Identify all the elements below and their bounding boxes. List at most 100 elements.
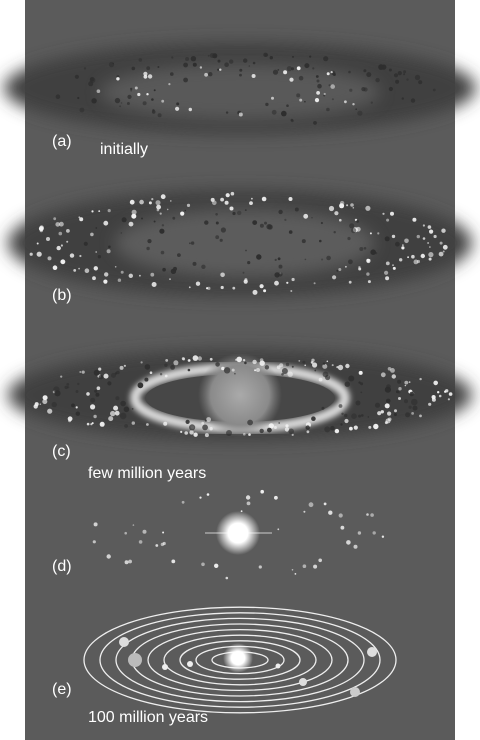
particle xyxy=(410,392,415,397)
particle xyxy=(120,366,124,370)
particle xyxy=(299,76,304,81)
particle xyxy=(449,392,453,396)
particle xyxy=(286,282,288,284)
planet xyxy=(187,661,193,667)
particle xyxy=(76,406,78,408)
particle xyxy=(347,237,350,240)
particle xyxy=(189,424,195,430)
particle xyxy=(182,358,185,361)
particle xyxy=(360,382,363,385)
particle xyxy=(314,282,316,284)
particle xyxy=(359,247,363,251)
particle xyxy=(121,102,123,104)
particle xyxy=(274,281,279,286)
particle xyxy=(220,273,225,278)
particle xyxy=(326,256,331,261)
particle xyxy=(282,368,288,374)
particle xyxy=(368,416,370,418)
particle xyxy=(402,97,404,99)
particle xyxy=(232,212,235,215)
particle xyxy=(349,427,353,431)
particle xyxy=(404,239,409,244)
particle xyxy=(165,375,168,378)
particle xyxy=(432,398,436,402)
particle xyxy=(98,368,101,371)
particle xyxy=(103,280,107,284)
particle xyxy=(193,433,197,437)
planet xyxy=(367,647,377,657)
particle xyxy=(224,62,229,67)
particle xyxy=(352,103,354,105)
particle xyxy=(170,200,172,202)
particle xyxy=(411,255,415,259)
particle xyxy=(397,380,401,384)
particle xyxy=(37,243,39,245)
particle xyxy=(99,375,103,379)
particle xyxy=(141,361,143,363)
particle xyxy=(386,399,391,404)
particle xyxy=(186,420,190,424)
particle xyxy=(173,360,178,365)
particle xyxy=(284,219,286,221)
particle xyxy=(137,93,140,96)
particle xyxy=(185,210,187,212)
particle xyxy=(108,416,113,421)
particle xyxy=(336,270,338,272)
particle xyxy=(289,197,293,201)
particle xyxy=(204,73,208,77)
particle xyxy=(370,232,372,234)
particle xyxy=(346,540,351,545)
particle xyxy=(375,403,380,408)
particle xyxy=(219,69,221,71)
particle xyxy=(366,72,371,77)
particle xyxy=(314,370,316,372)
particle xyxy=(405,412,410,417)
particle xyxy=(208,55,210,57)
particle xyxy=(129,222,134,227)
particle xyxy=(247,502,251,506)
figure: (a) initially (b) (c) few million years … xyxy=(0,0,480,740)
particle xyxy=(392,264,394,266)
particle xyxy=(56,94,61,99)
particle xyxy=(350,203,354,207)
particle xyxy=(239,69,242,72)
particle xyxy=(319,240,322,243)
particle xyxy=(170,72,174,76)
particle xyxy=(325,375,330,380)
particle xyxy=(327,361,329,363)
particle xyxy=(241,510,243,512)
particle xyxy=(191,56,196,61)
particle xyxy=(215,362,220,367)
particle xyxy=(130,88,132,90)
particle xyxy=(260,224,264,228)
particle xyxy=(239,113,243,117)
particle xyxy=(392,374,396,378)
particle xyxy=(143,72,147,76)
particle xyxy=(199,497,201,499)
particle xyxy=(303,564,307,568)
particle xyxy=(42,399,47,404)
particle xyxy=(286,104,289,107)
particle xyxy=(188,359,191,362)
particle xyxy=(188,369,191,372)
particle xyxy=(206,417,211,422)
particle xyxy=(292,56,294,58)
particle xyxy=(94,266,98,270)
particle xyxy=(85,268,90,273)
particle xyxy=(79,371,81,373)
particle xyxy=(315,98,319,102)
particle xyxy=(428,403,431,406)
particle xyxy=(272,110,277,115)
particle xyxy=(180,431,182,433)
particle xyxy=(358,531,361,534)
particle xyxy=(183,63,188,68)
particle xyxy=(92,422,94,424)
particle xyxy=(319,378,323,382)
particle xyxy=(113,406,118,411)
particle xyxy=(79,217,83,221)
particle xyxy=(384,271,388,275)
particle xyxy=(82,371,85,374)
particle xyxy=(107,249,111,253)
particle xyxy=(409,381,411,383)
particle xyxy=(389,87,393,91)
